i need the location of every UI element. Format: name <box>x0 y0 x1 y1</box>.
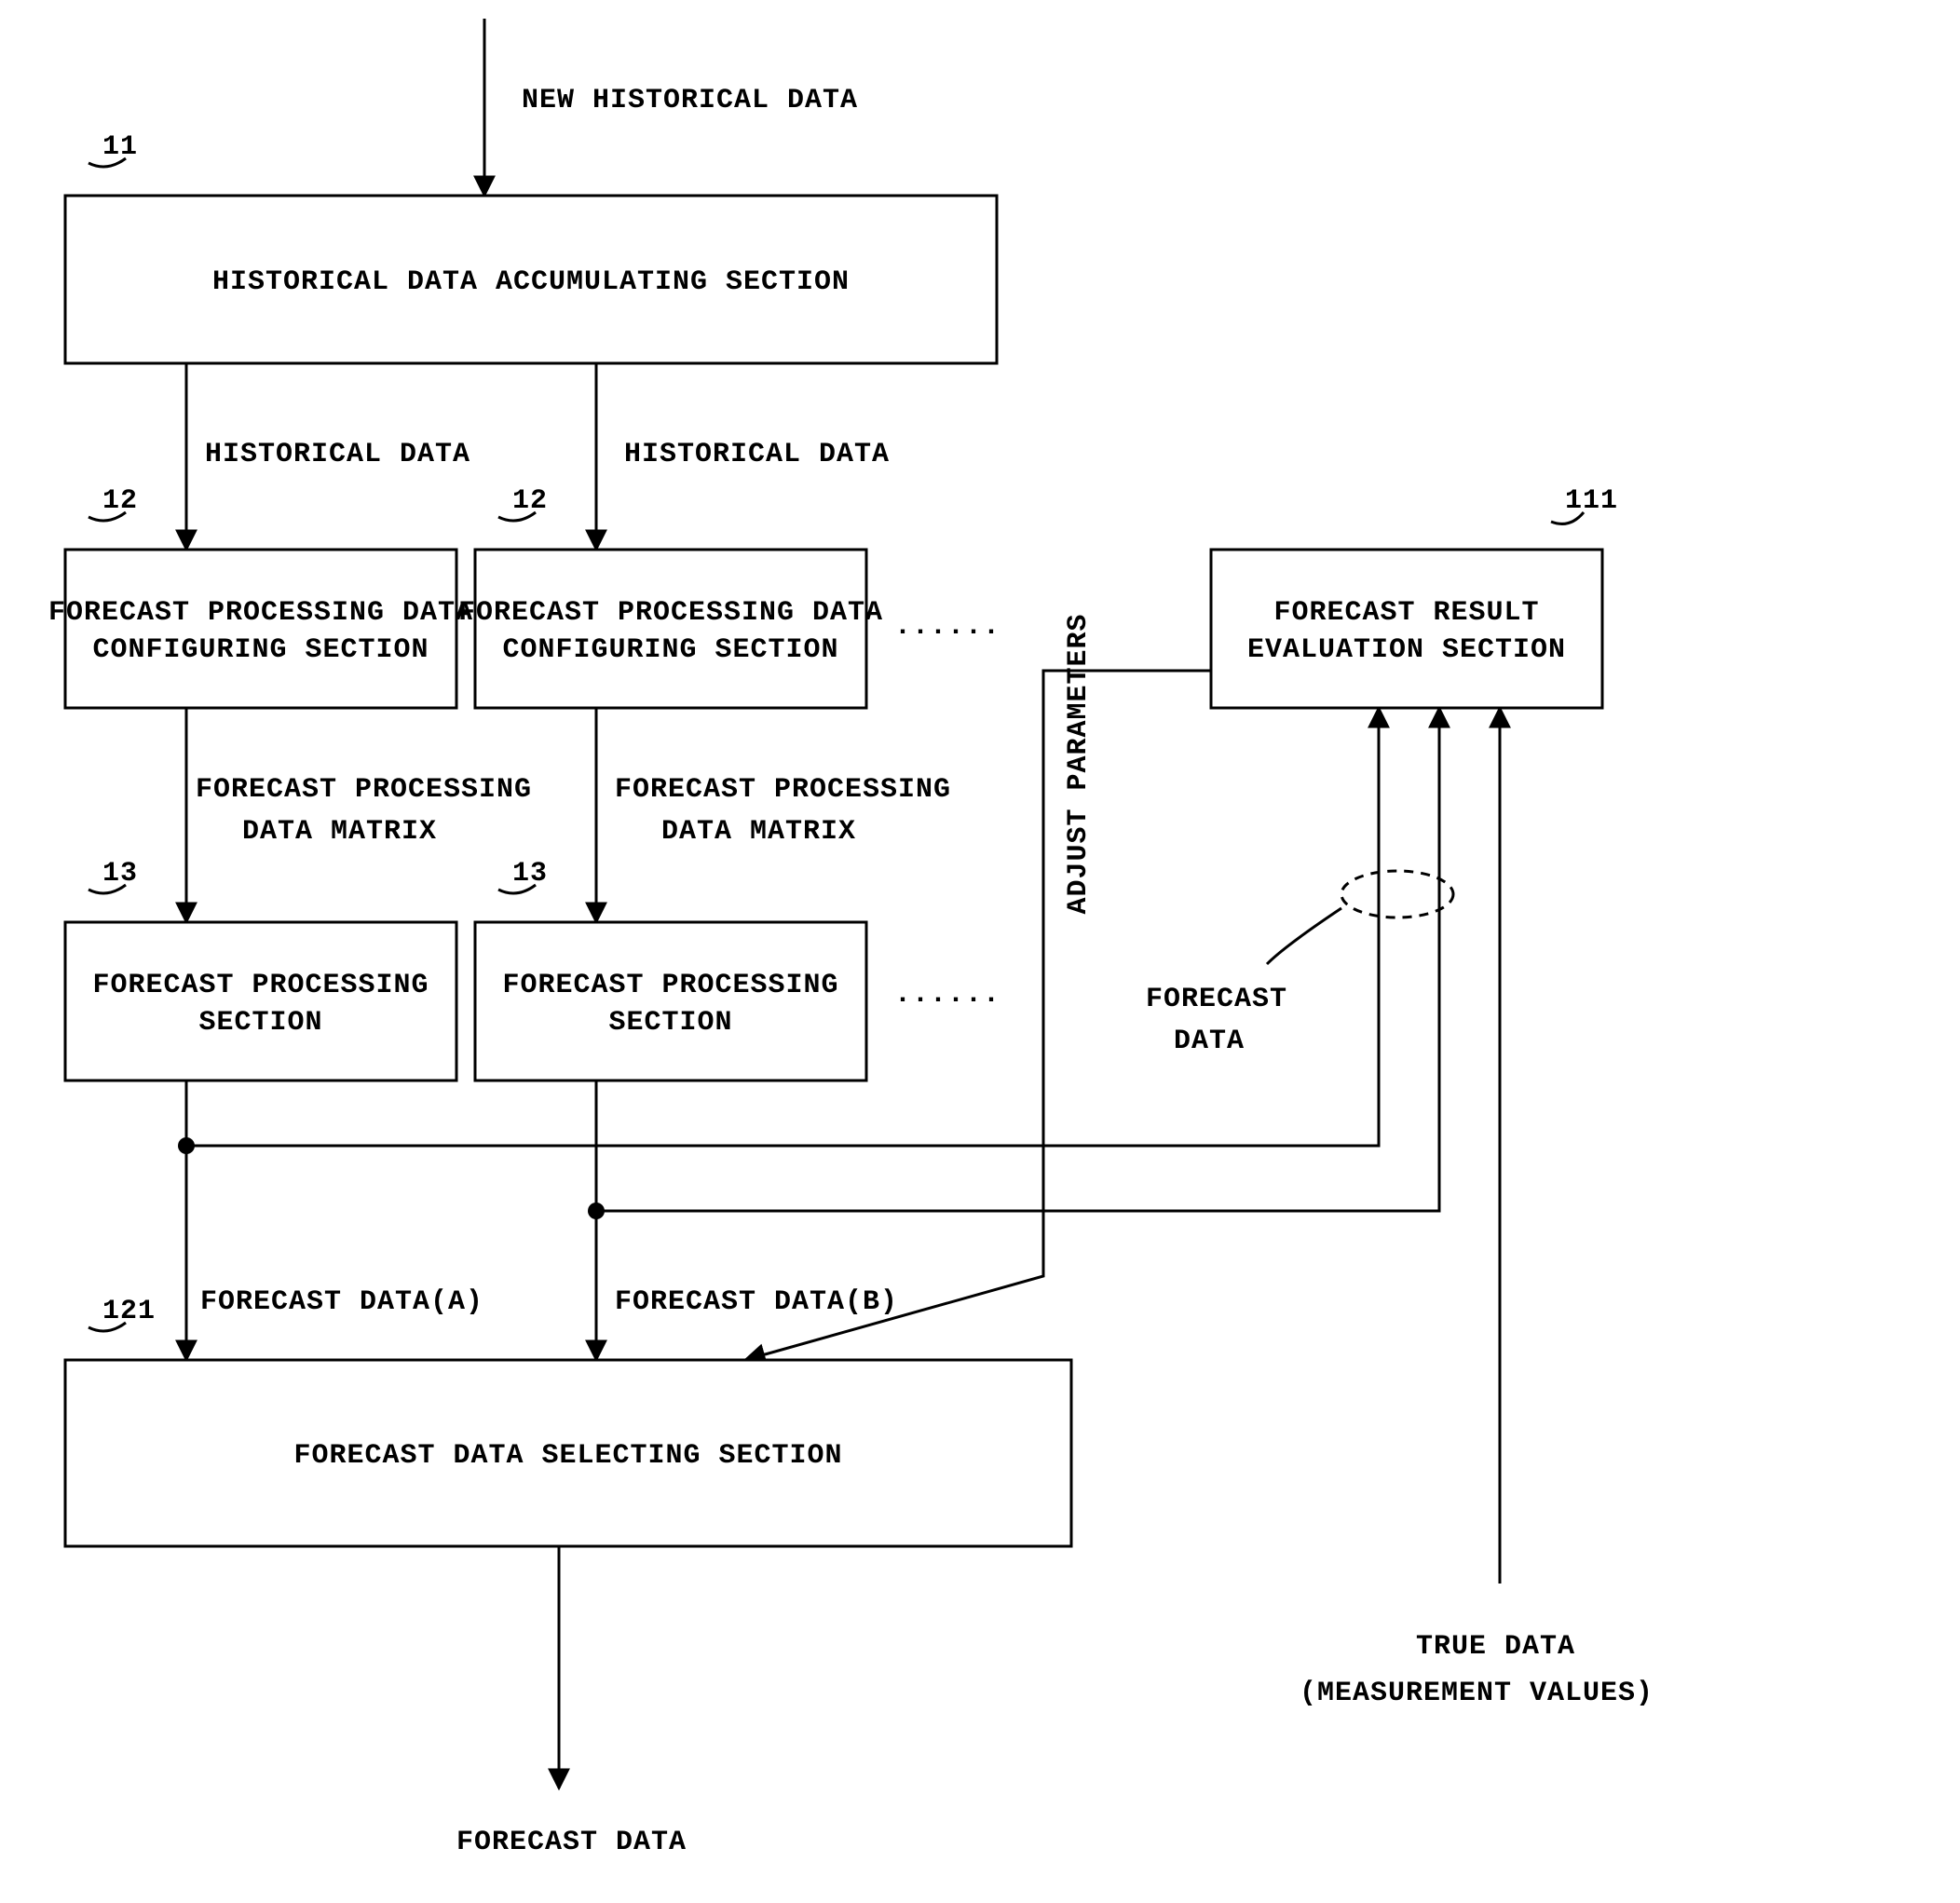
junction-dot-dA <box>178 1137 195 1154</box>
label-lbl_new_hist: NEW HISTORICAL DATA <box>522 85 858 116</box>
box-box13a-line-1: SECTION <box>198 1007 322 1039</box>
junction-dot-dB <box>588 1203 605 1219</box>
box-box13b: FORECAST PROCESSING SECTION <box>475 922 866 1081</box>
id-label-id121: 121 <box>102 1296 156 1327</box>
label-lbl_true2: (MEASUREMENT VALUES) <box>1300 1678 1654 1709</box>
box-box12b: FORECAST PROCESSING DATA CONFIGURING SECT… <box>458 550 883 708</box>
flowchart-canvas: HISTORICAL DATA ACCUMULATING SECTION FORE… <box>0 0 1960 1903</box>
id-label-id13b: 13 <box>512 858 548 890</box>
box-box13a-line-0: FORECAST PROCESSING <box>92 970 429 1001</box>
boxes-layer: HISTORICAL DATA ACCUMULATING SECTION FORE… <box>48 196 1602 1546</box>
box-box12b-line-0: FORECAST PROCESSING DATA <box>458 597 883 629</box>
label-lbl_dots2: ...... <box>894 979 1000 1011</box>
id-label-id11: 11 <box>102 131 138 163</box>
box-box13b-line-0: FORECAST PROCESSING <box>502 970 838 1001</box>
box-box11-line-0: HISTORICAL DATA ACCUMULATING SECTION <box>212 266 850 298</box>
junction-dots-layer <box>178 1137 605 1219</box>
callout-layer <box>1267 871 1453 964</box>
label-lbl_fdA: FORECAST DATA(A) <box>200 1286 483 1318</box>
id-label-id12a: 12 <box>102 485 138 517</box>
box-box13b-line-1: SECTION <box>608 1007 732 1039</box>
forecast-data-callout-ellipse <box>1341 871 1453 918</box>
label-lbl_fpmA1: FORECAST PROCESSING <box>196 774 532 806</box>
id-label-id12b: 12 <box>512 485 548 517</box>
box-box111-line-1: EVALUATION SECTION <box>1247 634 1566 666</box>
box-box12a: FORECAST PROCESSING DATA CONFIGURING SECT… <box>48 550 473 708</box>
label-lbl_fd_out: FORECAST DATA <box>456 1827 687 1858</box>
id-label-id111: 111 <box>1565 485 1618 517</box>
box-box12a-line-0: FORECAST PROCESSING DATA <box>48 597 473 629</box>
label-lbl_dots1: ...... <box>894 611 1000 643</box>
label-lbl_fd_call1: FORECAST <box>1146 984 1287 1015</box>
box-box13a: FORECAST PROCESSING SECTION <box>65 922 456 1081</box>
label-lbl_fdB: FORECAST DATA(B) <box>615 1286 898 1318</box>
label-lbl_histA: HISTORICAL DATA <box>205 439 470 470</box>
box-box111-line-0: FORECAST RESULT <box>1273 597 1539 629</box>
label-lbl_fd_call2: DATA <box>1174 1026 1245 1057</box>
label-lbl_fpmA2: DATA MATRIX <box>242 816 437 848</box>
id-label-id13a: 13 <box>102 858 138 890</box>
box-box121: FORECAST DATA SELECTING SECTION <box>65 1360 1071 1546</box>
box-box12a-line-1: CONFIGURING SECTION <box>92 634 429 666</box>
box-box111: FORECAST RESULT EVALUATION SECTION <box>1211 550 1602 708</box>
forecast-data-callout-leader <box>1267 908 1341 964</box>
label-lbl_fpmB1: FORECAST PROCESSING <box>615 774 951 806</box>
label-lbl_histB: HISTORICAL DATA <box>624 439 890 470</box>
box-box11: HISTORICAL DATA ACCUMULATING SECTION <box>65 196 997 363</box>
box-box12b-line-1: CONFIGURING SECTION <box>502 634 838 666</box>
label-lbl_fpmB2: DATA MATRIX <box>661 816 856 848</box>
label-lbl_true1: TRUE DATA <box>1416 1631 1575 1663</box>
label-adjust-parameters: ADJUST PARAMETERS <box>1063 613 1095 914</box>
box-box121-line-0: FORECAST DATA SELECTING SECTION <box>293 1440 842 1472</box>
